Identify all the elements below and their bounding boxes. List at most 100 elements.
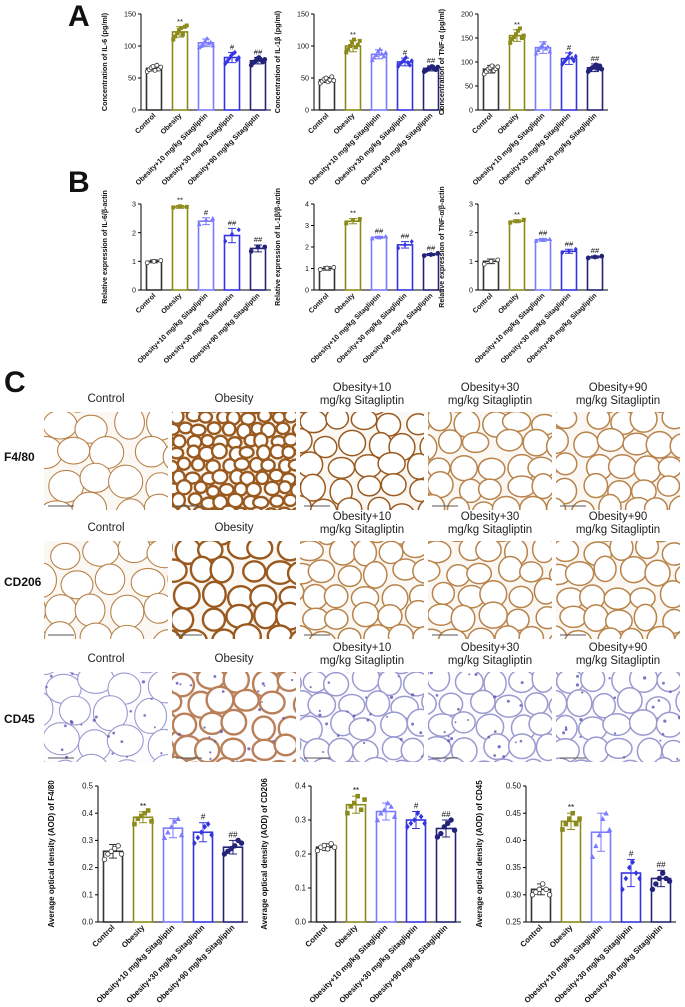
bar [508, 34, 526, 111]
data-point [438, 830, 444, 837]
tnfa-expression-chart: 0 1 2 3 Relative expression of TNF-α/β-actin… [439, 186, 608, 365]
data-point [593, 843, 599, 849]
data-point [567, 50, 572, 56]
significance-label: # [414, 802, 419, 811]
adipose-tissue-micrograph [44, 412, 168, 510]
data-point [508, 40, 513, 45]
category-label: Control [470, 111, 494, 135]
y-tick-label: 3 [305, 221, 309, 230]
micrograph-title: Obesity [214, 522, 254, 534]
data-point [441, 824, 447, 830]
data-point [355, 42, 360, 47]
data-point [357, 38, 362, 43]
data-point [666, 878, 673, 884]
micrograph-title: Obesity+90 mg/kg Sitagliptin [575, 642, 661, 667]
data-point [435, 64, 441, 70]
data-point [200, 41, 206, 47]
significance-label: ## [427, 243, 436, 252]
micrograph-title: Obesity+10 mg/kg Sitagliptin [319, 642, 405, 667]
data-point [378, 810, 384, 816]
adipose-tissue-micrograph [44, 672, 168, 762]
il1b-expression-chart: 0 1 2 3 4 Relative expression of IL-1β/β-acti… [275, 188, 444, 365]
data-point [362, 797, 367, 802]
data-point [105, 851, 111, 857]
data-point [158, 258, 164, 263]
tnfa-concentration-chart: 0 50 100 150 200 Concentration of TNF-α (pg/m… [437, 8, 608, 187]
data-point [403, 242, 407, 248]
data-point [221, 851, 228, 857]
micrograph-title: Control [87, 653, 125, 665]
significance-label: # [403, 48, 408, 57]
data-point [539, 42, 545, 48]
y-tick-label: 0.30 [506, 890, 522, 899]
data-point [564, 57, 569, 63]
data-point [329, 74, 335, 80]
data-point [411, 817, 417, 823]
micrograph-title: Obesity+30 mg/kg Sitagliptin [447, 511, 533, 536]
data-point [351, 37, 356, 42]
y-tick-label: 0.4 [82, 809, 94, 818]
data-point [653, 881, 659, 887]
micrograph-title: Control [87, 522, 125, 534]
bar [344, 220, 362, 291]
bar [162, 827, 184, 923]
y-tick-label: 4 [305, 200, 309, 209]
micrograph-title: Obesity+30 mg/kg Sitagliptin [447, 382, 533, 407]
data-point [195, 834, 201, 841]
data-point [517, 26, 522, 31]
data-point [573, 53, 578, 59]
y-tick-label: 0.45 [506, 809, 522, 818]
category-label: Obesity [495, 111, 520, 136]
significance-label: ## [228, 218, 237, 227]
data-point [149, 819, 154, 824]
data-point [660, 870, 666, 876]
data-point [600, 815, 606, 821]
bar [396, 244, 414, 291]
data-point [418, 813, 424, 820]
y-tick-label: 1 [469, 257, 473, 266]
data-point [325, 846, 331, 852]
data-point [165, 829, 171, 835]
adipose-tissue-micrograph [428, 672, 552, 762]
data-point [344, 50, 349, 55]
data-point [328, 841, 334, 847]
bar [560, 57, 578, 111]
significance-label: ** [353, 786, 360, 795]
bar [370, 236, 388, 291]
y-tick-label: 100 [461, 58, 473, 67]
data-point [396, 245, 401, 251]
data-point [331, 78, 337, 83]
category-label: Control [303, 923, 329, 949]
y-axis-label: Concentration of IL-6 (pg/ml) [100, 12, 109, 111]
data-point [331, 265, 337, 270]
category-label: Obesity [333, 292, 356, 315]
category-label: Control [133, 111, 157, 135]
data-point [409, 239, 414, 245]
data-point [324, 265, 330, 271]
category-label: Control [90, 923, 116, 949]
micrograph-title: Obesity [214, 393, 254, 405]
bar [396, 61, 414, 111]
data-point [357, 217, 362, 222]
y-tick-label: 0.25 [506, 918, 522, 927]
data-point [488, 258, 494, 264]
significance-label: ** [140, 802, 147, 811]
y-tick-label: 0 [469, 286, 473, 295]
data-point [547, 236, 553, 241]
adipose-tissue-micrograph [556, 672, 680, 762]
category-label: Control [306, 111, 330, 135]
data-point [415, 810, 421, 817]
data-point [519, 36, 524, 40]
data-point [178, 204, 182, 209]
data-point [171, 37, 176, 42]
data-point [571, 58, 576, 64]
bar [192, 831, 214, 923]
bar [560, 250, 578, 291]
significance-label: ** [514, 210, 520, 219]
data-point [178, 26, 183, 31]
category-label: Control [308, 292, 331, 315]
data-point [210, 215, 216, 221]
data-point [563, 821, 569, 827]
adipose-tissue-micrograph [300, 412, 424, 510]
data-point [255, 244, 261, 250]
